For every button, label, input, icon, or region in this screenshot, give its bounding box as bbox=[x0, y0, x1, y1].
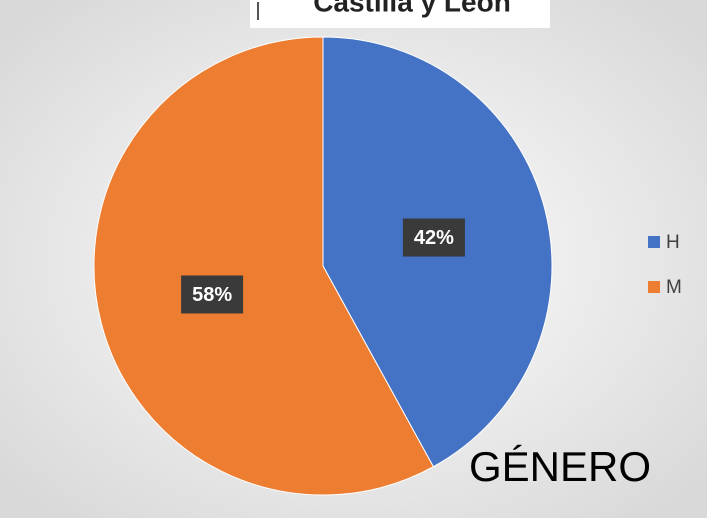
legend-swatch bbox=[648, 236, 660, 248]
title-box bbox=[250, 0, 550, 28]
pie-slice bbox=[93, 36, 435, 496]
data-label: 58% bbox=[192, 284, 232, 306]
data-label: 42% bbox=[414, 227, 454, 249]
annotation: GÉNERO bbox=[469, 443, 651, 490]
chart-title: Castilla y León bbox=[313, 0, 511, 17]
label-box bbox=[402, 218, 465, 257]
label-box bbox=[181, 275, 244, 314]
legend-label: H bbox=[666, 232, 680, 253]
legend-swatch bbox=[648, 281, 660, 293]
legend-label: M bbox=[666, 277, 682, 298]
